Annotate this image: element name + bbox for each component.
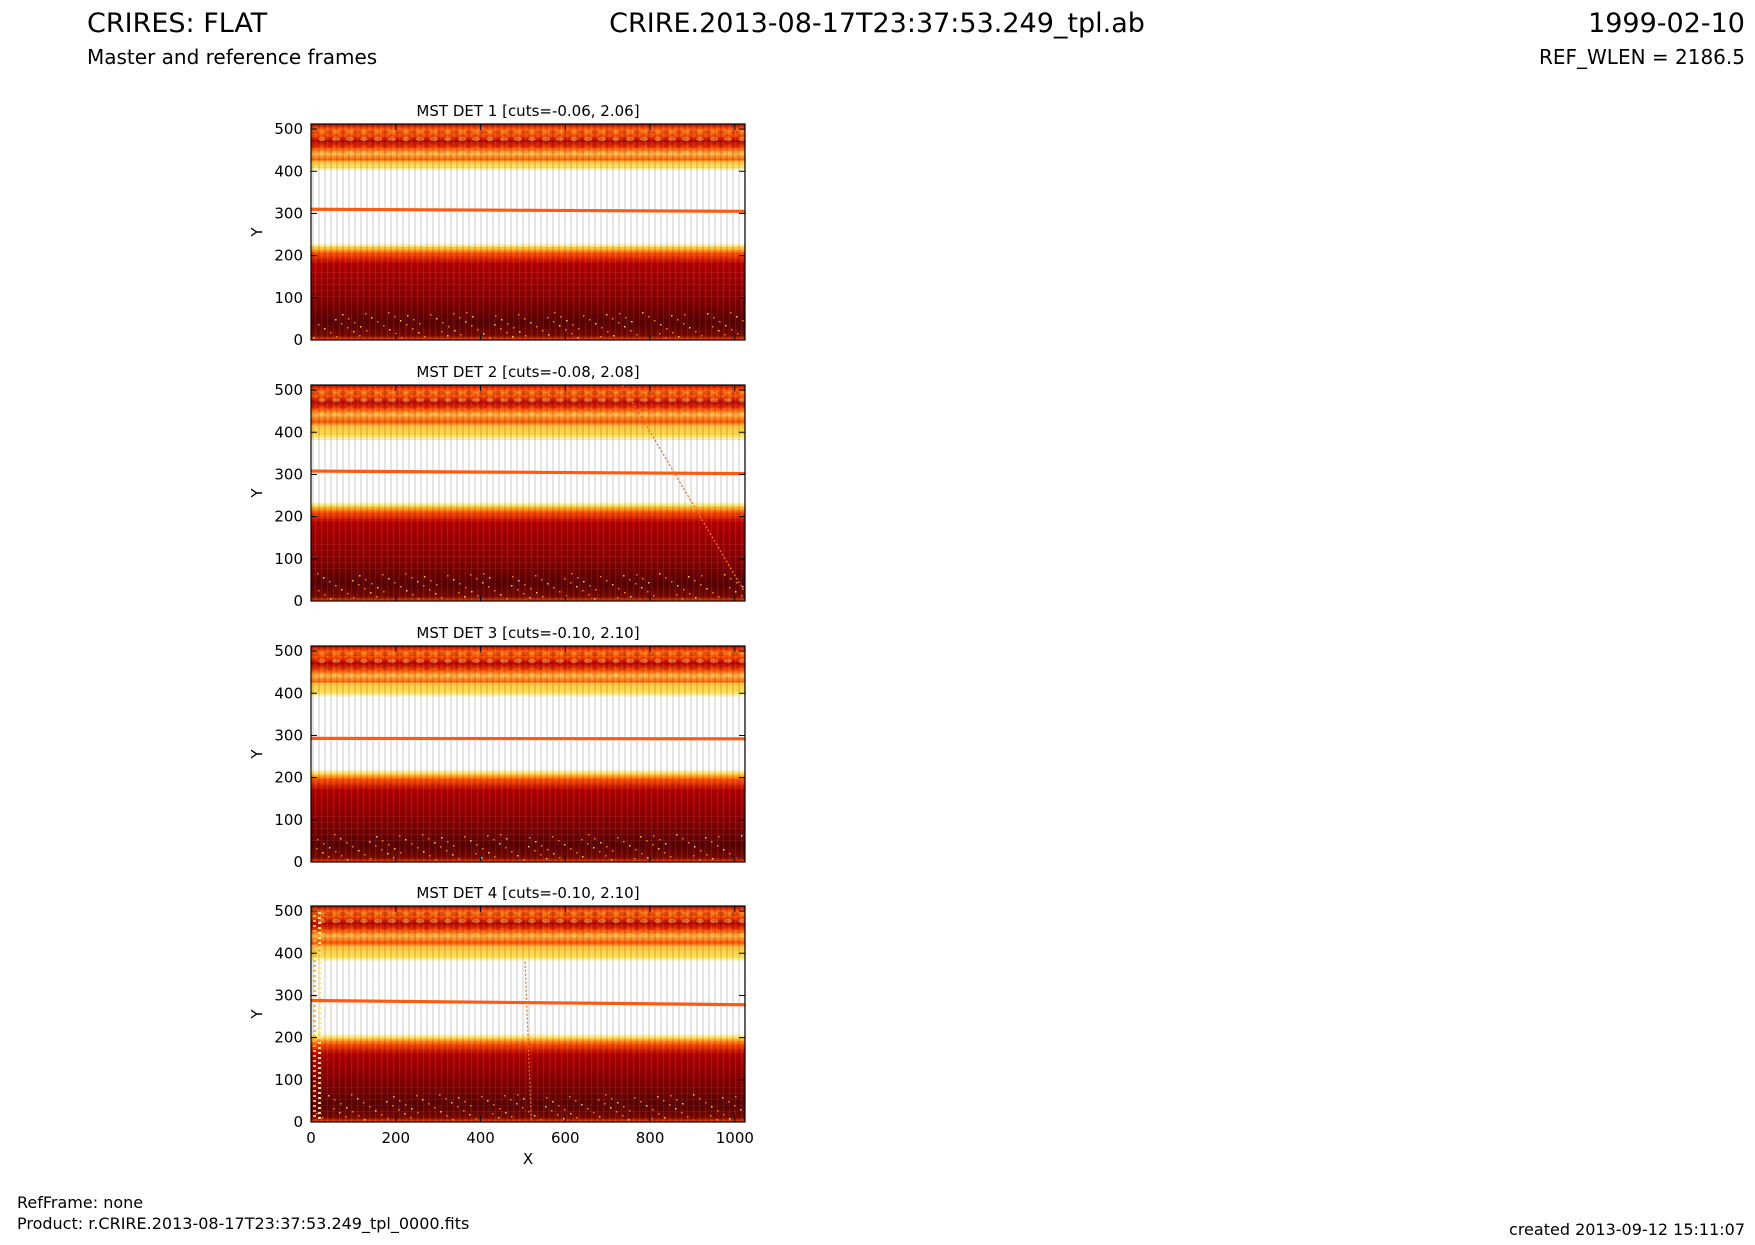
panel-2: MST DET 2 [cuts=-0.08, 2.08] 0 100 200 300 40… xyxy=(248,363,746,610)
panel-1: MST DET 1 [cuts=-0.06, 2.06] 0 100 200 300 40… xyxy=(248,102,746,349)
x-tick-label: 1000 xyxy=(716,1129,754,1147)
axes-frame xyxy=(310,384,746,602)
y-tick-label: 100 xyxy=(274,811,303,829)
order-trace-line xyxy=(310,998,746,1007)
x-tick-label: 800 xyxy=(636,1129,665,1147)
row-noise xyxy=(311,389,745,600)
y-tick-label: 400 xyxy=(274,423,303,441)
y-tick-label: 0 xyxy=(293,853,303,871)
y-tick-label: 400 xyxy=(274,684,303,702)
ref-wlen-label: REF_WLEN = 2186.5 xyxy=(1538,45,1745,69)
y-tick-label: 200 xyxy=(274,247,303,265)
y-tick-label: 300 xyxy=(274,465,303,483)
y-tick-label: 0 xyxy=(293,1113,303,1131)
y-tick-label: 500 xyxy=(274,642,303,660)
refframe-label: RefFrame: none xyxy=(17,1193,144,1212)
page-title: CRIRES: FLAT xyxy=(87,8,268,39)
order-trace-line xyxy=(310,207,746,213)
bottom-speckle xyxy=(316,834,743,861)
streak-line xyxy=(524,961,533,1123)
y-tick-label: 500 xyxy=(274,381,303,399)
axes-frame xyxy=(310,645,746,863)
y-tick-label: 300 xyxy=(274,204,303,222)
page-subtitle: Master and reference frames xyxy=(87,45,378,69)
row-noise xyxy=(311,649,745,860)
x-tick-label: 0 xyxy=(306,1129,316,1147)
streak-line xyxy=(621,384,746,593)
axes-frame xyxy=(310,123,746,341)
y-tick-label: 100 xyxy=(274,289,303,307)
y-axis-label: Y xyxy=(248,488,266,499)
bottom-speckle xyxy=(317,573,744,600)
file-title: CRIRE.2013-08-17T23:37:53.249_tpl.ab xyxy=(609,8,1145,39)
y-tick-label: 100 xyxy=(274,550,303,568)
bottom-speckle xyxy=(316,1094,742,1121)
y-axis-label: Y xyxy=(248,227,266,238)
panel-3: MST DET 3 [cuts=-0.10, 2.10] 0 100 200 300 40… xyxy=(248,624,746,871)
order-trace-line xyxy=(310,469,746,476)
y-tick-label: 300 xyxy=(274,726,303,744)
y-tick-label: 300 xyxy=(274,986,303,1004)
panel-4: MST DET 4 [cuts=-0.10, 2.10] 0 100 200 300 40… xyxy=(248,884,754,1168)
y-tick-label: 200 xyxy=(274,1029,303,1047)
x-tick-label: 600 xyxy=(551,1129,580,1147)
bottom-speckle xyxy=(313,312,744,339)
y-tick-label: 200 xyxy=(274,769,303,787)
y-tick-label: 100 xyxy=(274,1071,303,1089)
y-tick-label: 400 xyxy=(274,944,303,962)
y-axis-label: Y xyxy=(248,1009,266,1020)
created-label: created 2013-09-12 15:11:07 xyxy=(1509,1220,1745,1239)
x-axis-label: X xyxy=(523,1150,533,1168)
y-tick-label: 500 xyxy=(274,120,303,138)
panel-title: MST DET 3 [cuts=-0.10, 2.10] xyxy=(416,624,639,642)
x-tick-label: 200 xyxy=(381,1129,410,1147)
panel-title: MST DET 2 [cuts=-0.08, 2.08] xyxy=(416,363,639,381)
y-tick-label: 500 xyxy=(274,902,303,920)
y-tick-label: 0 xyxy=(293,592,303,610)
panel-title: MST DET 1 [cuts=-0.06, 2.06] xyxy=(416,102,639,120)
date-label: 1999-02-10 xyxy=(1588,8,1745,39)
y-tick-label: 400 xyxy=(274,162,303,180)
product-label: Product: r.CRIRE.2013-08-17T23:37:53.249… xyxy=(17,1214,470,1233)
panel-title: MST DET 4 [cuts=-0.10, 2.10] xyxy=(416,884,639,902)
y-tick-label: 200 xyxy=(274,508,303,526)
x-tick-label: 400 xyxy=(466,1129,495,1147)
axes-frame xyxy=(310,905,746,1123)
y-tick-label: 0 xyxy=(293,331,303,349)
y-axis-label: Y xyxy=(248,749,266,760)
left-edge-artifact xyxy=(313,910,321,1119)
